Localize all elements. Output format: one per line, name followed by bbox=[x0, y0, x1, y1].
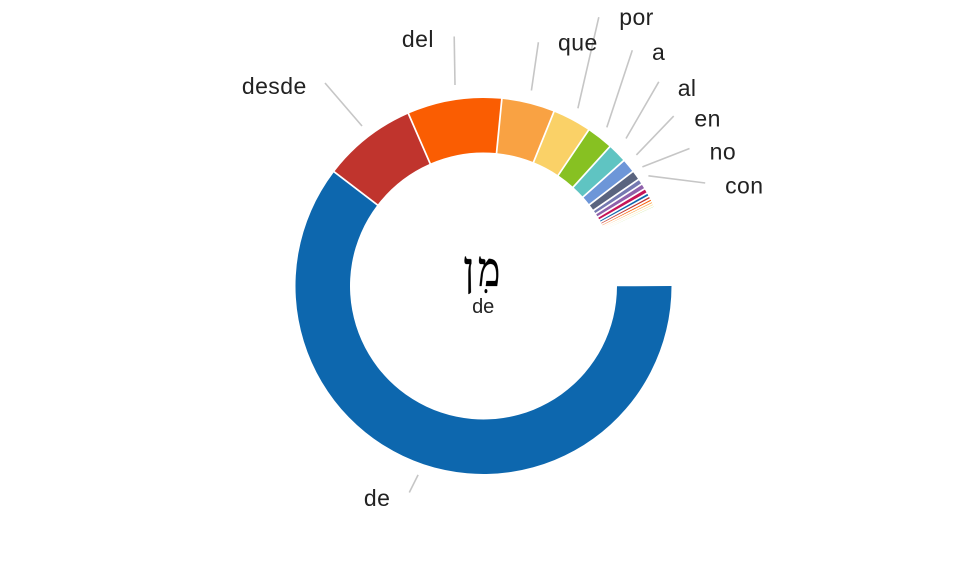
svg-text:en: en bbox=[694, 105, 720, 131]
svg-text:no: no bbox=[710, 138, 736, 164]
svg-text:al: al bbox=[678, 75, 697, 101]
svg-text:a: a bbox=[652, 39, 665, 65]
svg-text:de: de bbox=[472, 296, 494, 318]
svg-text:desde: desde bbox=[242, 73, 307, 99]
svg-text:con: con bbox=[725, 172, 763, 198]
svg-text:por: por bbox=[619, 4, 654, 30]
svg-text:del: del bbox=[402, 26, 434, 52]
svg-text:que: que bbox=[558, 29, 598, 55]
svg-text:de: de bbox=[364, 485, 390, 511]
